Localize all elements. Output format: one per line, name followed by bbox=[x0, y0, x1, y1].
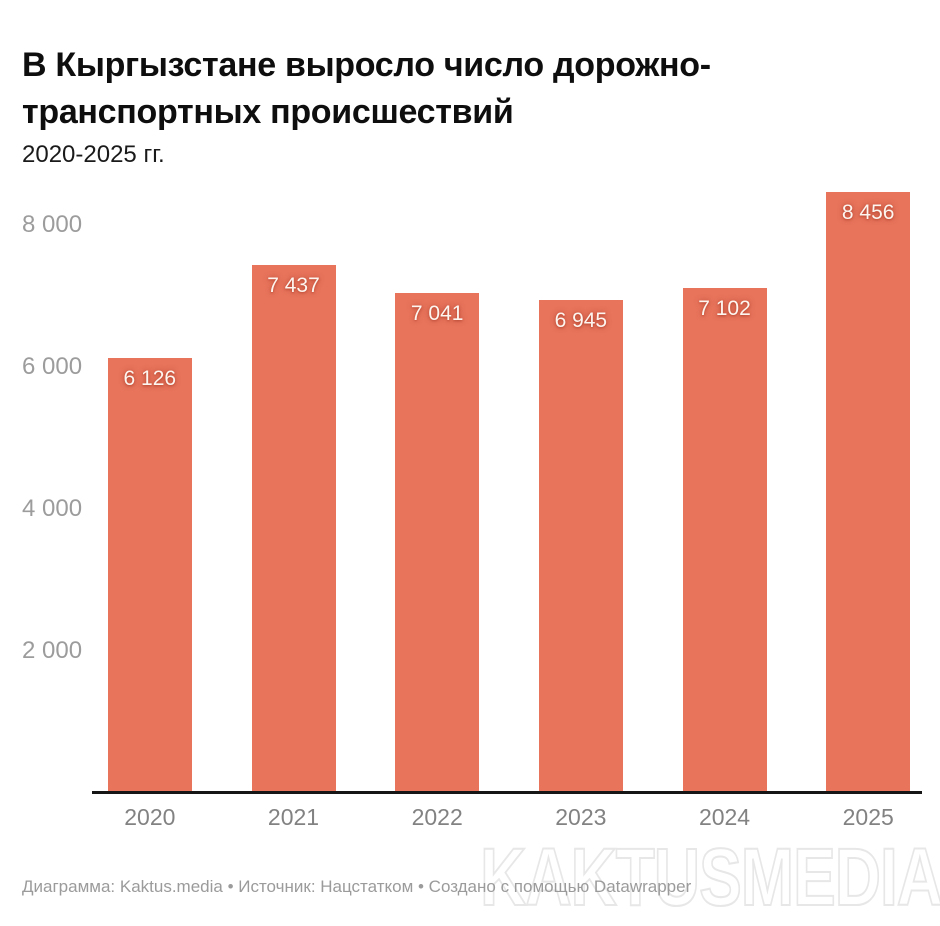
x-axis-label: 2021 bbox=[267, 804, 320, 830]
x-axis-labels: 2020 2021 2022 2023 2024 2025 bbox=[78, 804, 940, 831]
footer-credits: Диаграмма: Kaktus.media • Источник: Нацс… bbox=[22, 877, 692, 896]
x-axis-line bbox=[92, 791, 922, 794]
bar-slot: 8 456 bbox=[796, 182, 940, 793]
bar-slot: 7 437 bbox=[222, 182, 366, 793]
bar-value-label: 7 102 bbox=[698, 297, 751, 320]
bar-2025: 8 456 bbox=[826, 192, 911, 793]
x-axis-label: 2024 bbox=[698, 804, 751, 830]
bar-value-label: 7 437 bbox=[267, 274, 320, 297]
bar-2020: 6 126 bbox=[107, 358, 192, 793]
y-tick-label: 8 000 bbox=[22, 210, 83, 238]
bar-value-label: 7 041 bbox=[410, 302, 464, 325]
x-axis-label: 2020 bbox=[124, 804, 176, 830]
bar-slot: 6 126 bbox=[78, 182, 222, 793]
bar-slot: 7 041 bbox=[365, 182, 509, 793]
bars-row: 6 126 7 437 7 041 6 945 7 102 8 456 bbox=[78, 182, 940, 793]
kaktusmedia-watermark: KAKTUSMEDIA bbox=[479, 830, 940, 924]
bar-value-label: 6 126 bbox=[123, 367, 177, 390]
bar-2022: 7 041 bbox=[395, 293, 480, 793]
chart-title: В Кыргызстане выросло число дорожно-тран… bbox=[22, 45, 711, 131]
y-tick-label: 2 000 bbox=[22, 636, 83, 664]
x-axis-label: 2023 bbox=[555, 804, 607, 830]
bar-slot: 7 102 bbox=[653, 182, 797, 793]
bar-2021: 7 437 bbox=[251, 265, 336, 793]
bar-2023: 6 945 bbox=[538, 300, 623, 793]
x-axis-label: 2025 bbox=[842, 804, 894, 830]
bar-value-label: 8 456 bbox=[841, 201, 895, 224]
bar-slot: 6 945 bbox=[509, 182, 653, 793]
plot-area: 6 126 7 437 7 041 6 945 7 102 8 456 2 000 4 00… bbox=[0, 182, 940, 793]
chart-subtitle: 2020-2025 гг. bbox=[22, 141, 165, 168]
x-axis-label: 2022 bbox=[411, 804, 463, 830]
y-tick-label: 4 000 bbox=[22, 494, 83, 522]
bar-value-label: 6 945 bbox=[554, 309, 608, 332]
y-tick-label: 6 000 bbox=[22, 352, 83, 380]
bar-2024: 7 102 bbox=[682, 288, 767, 793]
